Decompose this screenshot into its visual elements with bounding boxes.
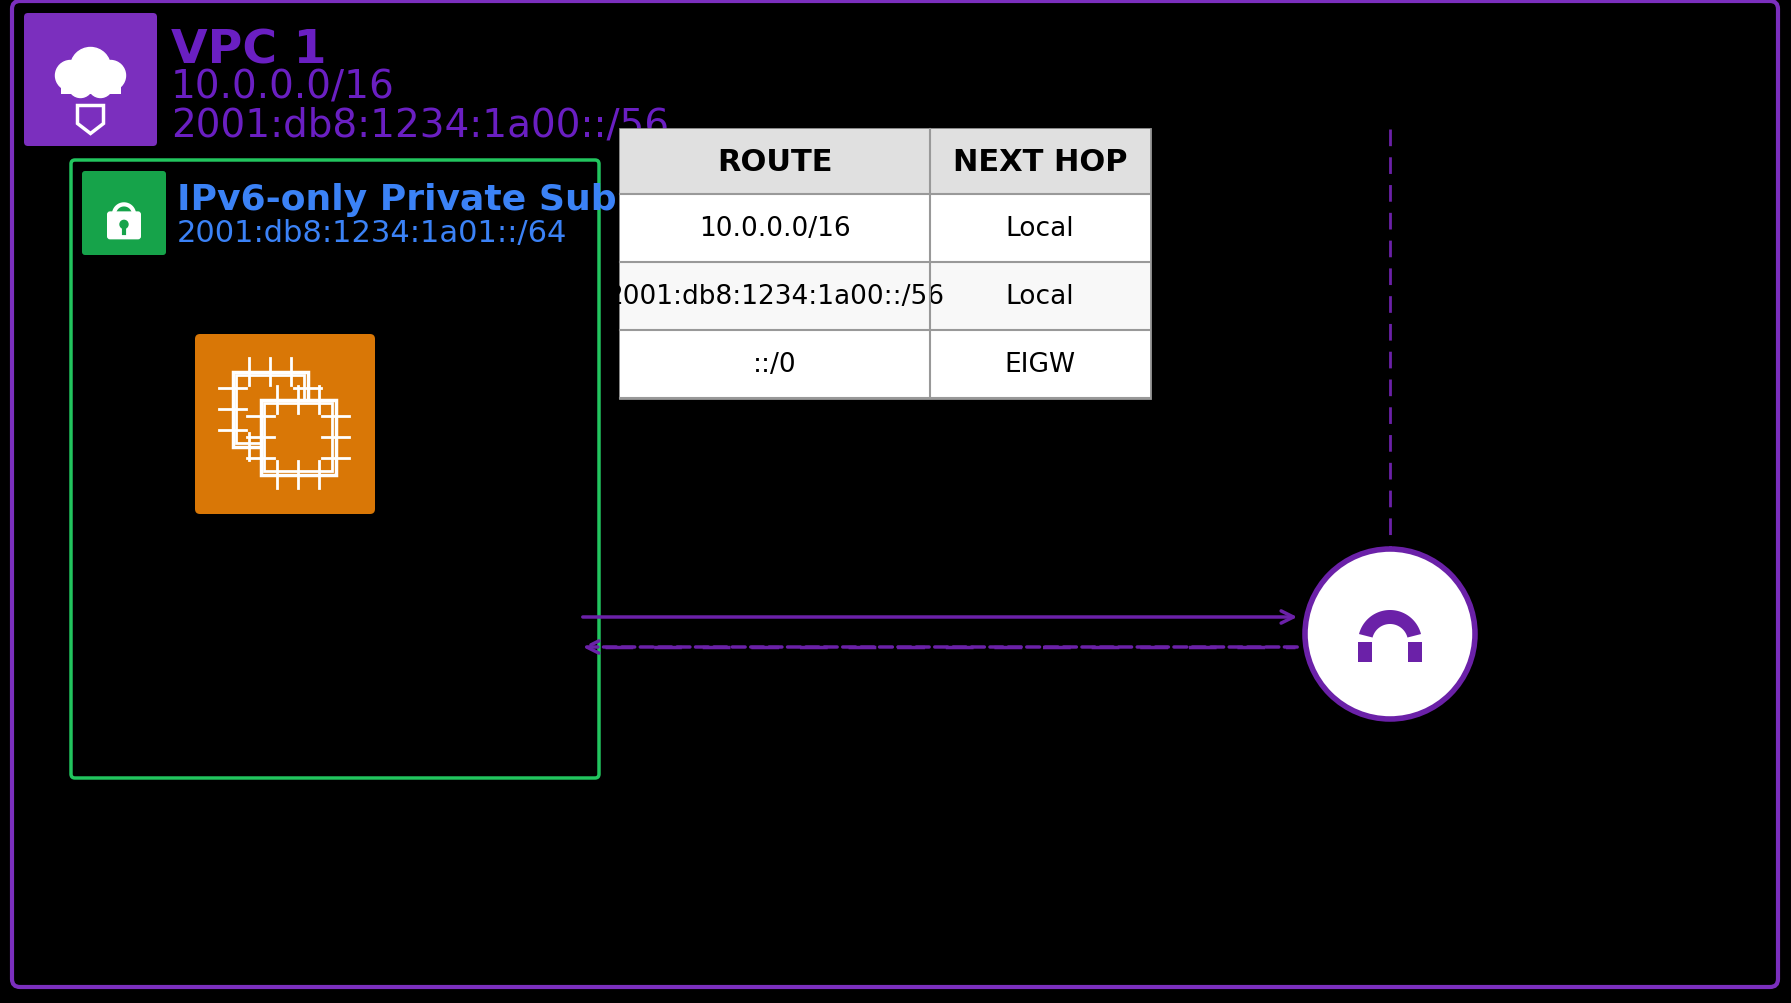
- Circle shape: [120, 221, 127, 229]
- FancyBboxPatch shape: [620, 263, 1150, 331]
- Text: 2001:db8:1234:1a00::/56: 2001:db8:1234:1a00::/56: [170, 106, 670, 143]
- Text: Local: Local: [1007, 216, 1075, 242]
- FancyBboxPatch shape: [620, 129, 1150, 398]
- Text: VPC 1: VPC 1: [170, 28, 326, 73]
- Circle shape: [88, 74, 113, 98]
- Text: ::/0: ::/0: [754, 352, 797, 377]
- Circle shape: [70, 48, 111, 88]
- Circle shape: [68, 74, 93, 98]
- FancyBboxPatch shape: [195, 335, 374, 515]
- FancyBboxPatch shape: [61, 78, 120, 94]
- Text: Local: Local: [1007, 284, 1075, 310]
- FancyBboxPatch shape: [620, 195, 1150, 263]
- Circle shape: [56, 61, 86, 91]
- Text: NEXT HOP: NEXT HOP: [953, 147, 1127, 177]
- FancyBboxPatch shape: [233, 372, 308, 447]
- FancyBboxPatch shape: [260, 400, 335, 475]
- Bar: [1358, 642, 1372, 662]
- Text: 10.0.0.0/16: 10.0.0.0/16: [170, 68, 394, 106]
- FancyBboxPatch shape: [620, 331, 1150, 398]
- Text: IPv6-only Private Subnet: IPv6-only Private Subnet: [177, 183, 684, 217]
- FancyBboxPatch shape: [107, 213, 141, 240]
- Polygon shape: [1359, 611, 1420, 638]
- Text: 10.0.0.0/16: 10.0.0.0/16: [698, 216, 851, 242]
- FancyBboxPatch shape: [82, 172, 167, 256]
- Circle shape: [1306, 550, 1476, 719]
- Text: 2001:db8:1234:1a01::/64: 2001:db8:1234:1a01::/64: [177, 219, 568, 248]
- Circle shape: [95, 61, 125, 91]
- Text: EIGW: EIGW: [1005, 352, 1076, 377]
- Text: 2001:db8:1234:1a00::/56: 2001:db8:1234:1a00::/56: [605, 284, 944, 310]
- Text: ROUTE: ROUTE: [716, 147, 833, 177]
- Bar: [1408, 642, 1422, 662]
- FancyBboxPatch shape: [23, 14, 158, 146]
- FancyBboxPatch shape: [620, 129, 1150, 195]
